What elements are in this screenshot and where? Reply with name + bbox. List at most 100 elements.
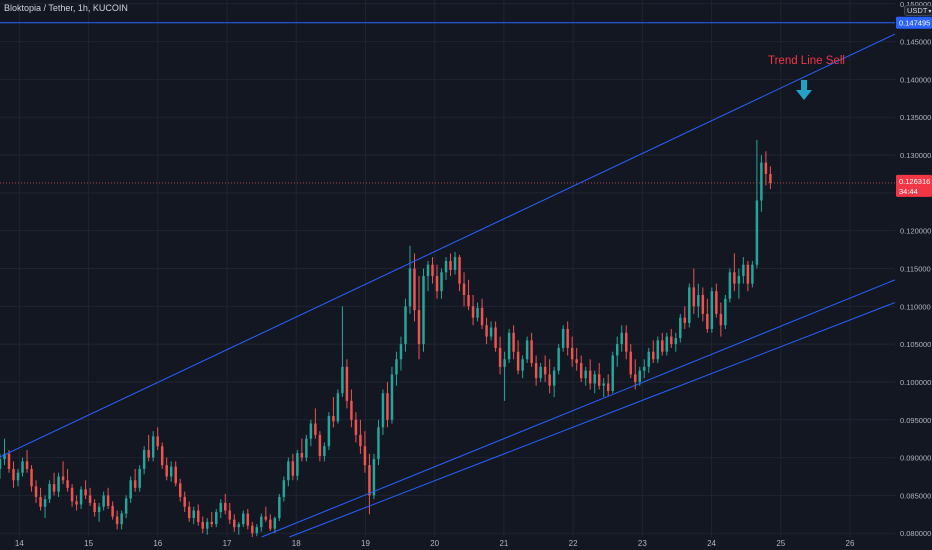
candle-up [323, 446, 326, 457]
candle-down [187, 506, 191, 519]
date-axis-label: 14 [15, 539, 24, 548]
price-axis-label: 0.145000 [900, 38, 931, 47]
date-axis-label: 15 [84, 539, 93, 548]
candle-up [643, 366, 646, 371]
candle-down [543, 366, 547, 375]
candle-down [719, 313, 723, 326]
candle-down [160, 446, 164, 466]
candle-down [359, 434, 362, 447]
candle-up [525, 340, 529, 360]
price-axis-label: 0.100000 [900, 378, 931, 387]
level-price-tag [896, 16, 932, 29]
candle-down [480, 307, 484, 326]
candle-up [97, 506, 101, 513]
candle-down [449, 260, 452, 271]
candle-down [588, 370, 592, 384]
date-axis-label: 17 [223, 539, 232, 548]
candle-down [683, 317, 687, 323]
candle-down [363, 446, 367, 466]
date-axis-label: 25 [776, 539, 785, 548]
candle-down [413, 268, 416, 311]
candle-down [264, 516, 268, 520]
candle-up [120, 513, 123, 525]
price-axis-label: 0.130000 [900, 151, 931, 160]
candle-down [228, 510, 232, 520]
candle-down [634, 374, 637, 382]
candle-up [620, 332, 623, 345]
candle-up [237, 524, 241, 528]
candle-up [219, 502, 222, 513]
candle-up [665, 336, 669, 352]
candle-up [138, 468, 141, 488]
lower-trend-line-parallel [289, 302, 896, 538]
candle-up [282, 480, 286, 497]
price-axis-label: 0.115000 [900, 265, 931, 274]
candle-down [61, 476, 65, 481]
candle-up [444, 260, 448, 273]
candle-down [715, 291, 718, 314]
candle-down [670, 336, 673, 345]
candle-down [498, 347, 502, 367]
candle-up [602, 383, 605, 386]
candle-down [196, 510, 200, 522]
candle-up [0, 459, 2, 469]
candle-up [742, 264, 745, 277]
candle-up [395, 359, 398, 375]
candle-up [327, 415, 331, 447]
upper-trend-line [0, 33, 896, 458]
date-axis-label: 16 [153, 539, 162, 548]
candle-down [570, 347, 574, 360]
candle-up [593, 374, 596, 384]
candle-down [115, 516, 119, 525]
price-axis-label: 0.105000 [900, 340, 931, 349]
trend-line-sell-annotation: Trend Line Sell [768, 55, 845, 67]
candle-down [462, 283, 466, 295]
candle-down [512, 332, 515, 352]
candle-down [34, 486, 38, 497]
candle-up [242, 513, 245, 525]
candle-down [701, 294, 705, 314]
candle-up [390, 374, 394, 420]
candle-up [755, 200, 759, 265]
candle-up [760, 162, 763, 201]
candle-up [737, 276, 741, 284]
date-axis-label: 22 [569, 539, 578, 548]
candle-down [629, 351, 632, 375]
candle-up [169, 466, 173, 477]
candle-up [151, 436, 155, 458]
candle-down [575, 359, 578, 364]
candle-down [354, 419, 358, 435]
price-axis-label: 0.120000 [900, 227, 931, 236]
date-axis-label: 18 [292, 539, 301, 548]
candle-down [165, 465, 168, 477]
candle-down [233, 519, 236, 528]
candle-up [503, 359, 506, 367]
candle-down [597, 374, 601, 386]
candle-up [124, 498, 128, 514]
candle-down [534, 363, 538, 379]
currency-selector[interactable]: USDT▾ [904, 5, 932, 16]
price-axis-label: 0.080000 [900, 529, 931, 538]
candle-up [21, 461, 24, 473]
candle-down [431, 264, 434, 277]
candle-down [494, 327, 497, 348]
candle-down [66, 480, 69, 488]
candle-up [255, 527, 259, 534]
candle-down [692, 287, 696, 307]
candle-down [530, 340, 533, 364]
candle-down [25, 461, 29, 469]
candle-down [111, 505, 114, 517]
candle-up [296, 453, 299, 476]
candle-up [142, 450, 146, 469]
candle-down [435, 276, 439, 292]
candle-up [552, 370, 556, 386]
candle-down [764, 162, 768, 174]
date-axis-label: 23 [638, 539, 647, 548]
candle-up [638, 370, 641, 382]
candle-down [183, 496, 186, 507]
candle-up [287, 461, 290, 481]
candle-down [106, 495, 110, 506]
candle-down [70, 487, 74, 502]
